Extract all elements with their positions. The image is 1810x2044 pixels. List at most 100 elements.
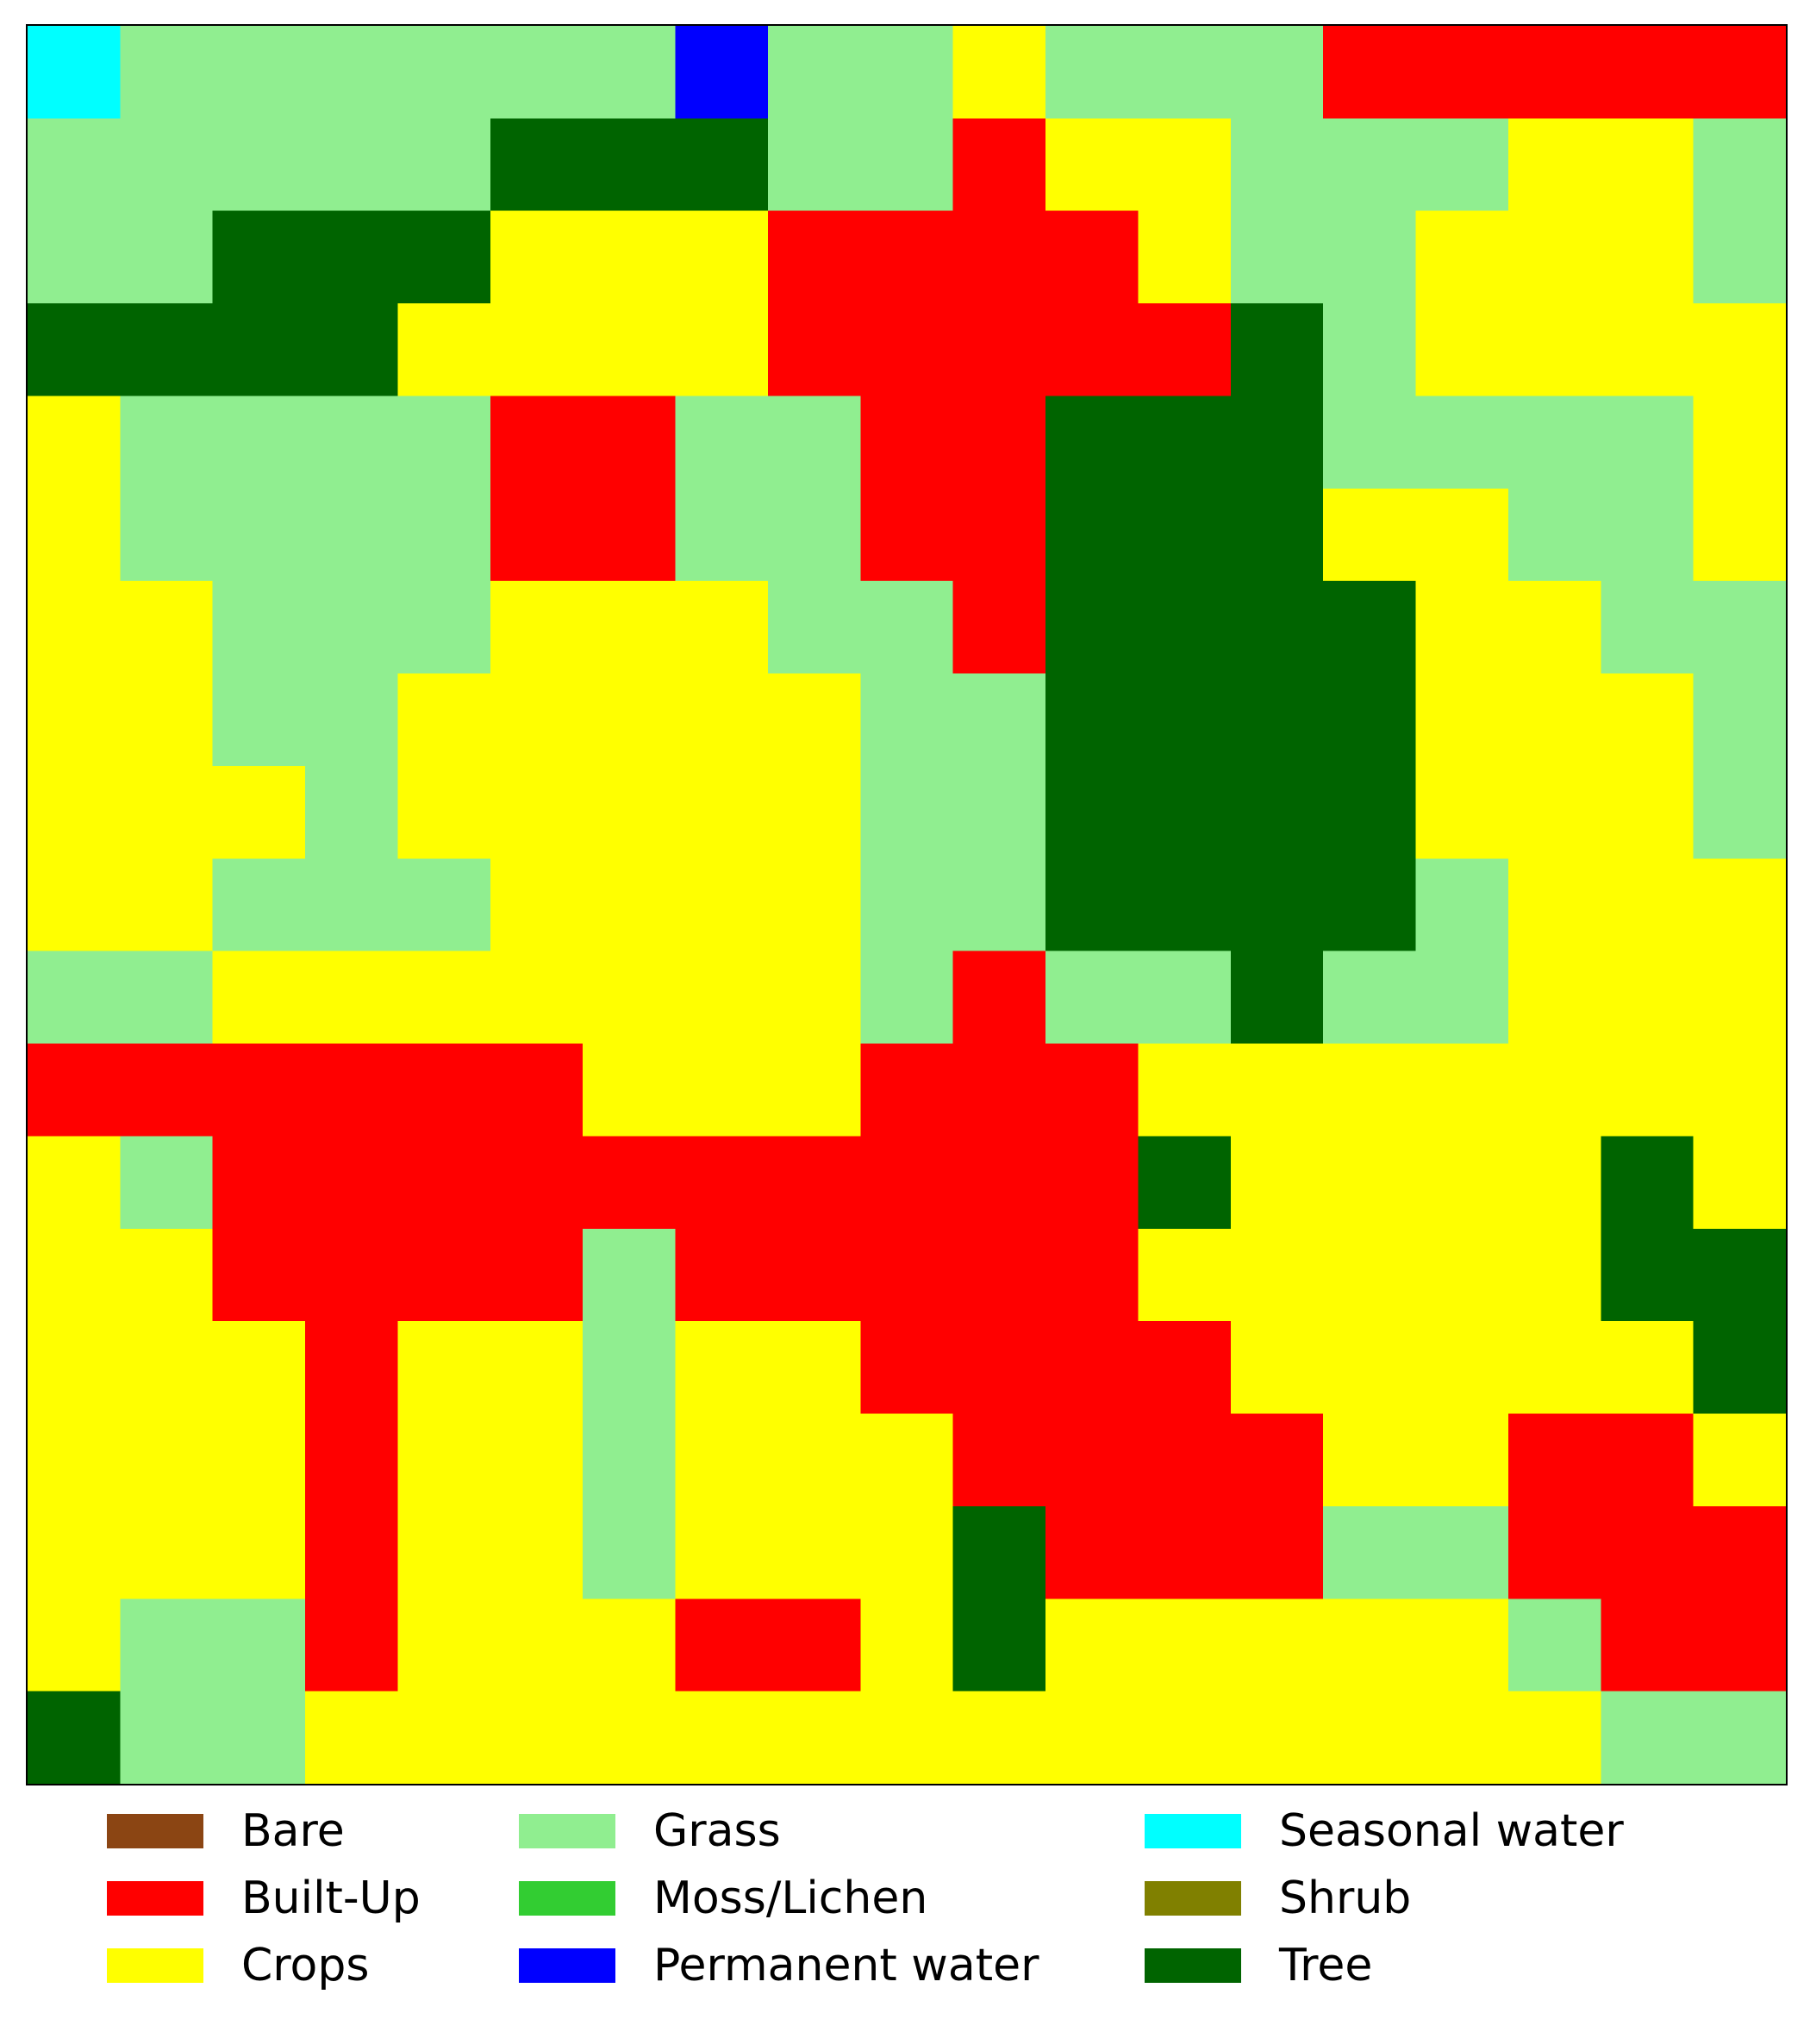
- map-cell-built-up: [1693, 26, 1786, 119]
- map-cell-tree: [1230, 581, 1324, 675]
- map-cell-grass: [120, 26, 214, 119]
- map-cell-crops: [1230, 1321, 1324, 1415]
- map-cell-grass: [1507, 1598, 1601, 1692]
- map-cell-grass: [212, 673, 306, 767]
- map-cell-built-up: [1601, 1413, 1695, 1507]
- map-cell-grass: [1045, 950, 1139, 1044]
- map-cell-crops: [120, 1505, 214, 1599]
- legend-item-shrub: Shrub: [1145, 1876, 1411, 1921]
- map-cell-crops: [28, 488, 121, 582]
- map-cell-grass: [305, 765, 399, 859]
- map-cell-grass: [28, 118, 121, 212]
- legend-swatch-bare: [107, 1814, 203, 1848]
- map-cell-grass: [767, 396, 861, 489]
- map-cell-built-up: [767, 210, 861, 304]
- legend-label-crops: Crops: [241, 1940, 370, 1991]
- legend-item-built-up: Built-Up: [107, 1876, 421, 1921]
- map-cell-crops: [860, 1691, 954, 1784]
- map-cell-built-up: [490, 1228, 584, 1322]
- map-cell-grass: [860, 26, 954, 119]
- legend-swatch-crops: [107, 1948, 203, 1983]
- map-cell-built-up: [1693, 1505, 1786, 1599]
- legend-item-bare: Bare: [107, 1809, 345, 1854]
- map-cell-built-up: [1138, 303, 1232, 397]
- map-cell-built-up: [860, 303, 954, 397]
- map-cell-tree: [952, 1505, 1046, 1599]
- legend-label-permanent-water: Permanent water: [653, 1940, 1039, 1991]
- map-cell-crops: [1230, 1136, 1324, 1230]
- map-cell-built-up: [1138, 1505, 1232, 1599]
- map-cell-grass: [583, 1505, 677, 1599]
- map-cell-built-up: [952, 1321, 1046, 1415]
- map-cell-crops: [1693, 488, 1786, 582]
- map-cell-grass: [1693, 118, 1786, 212]
- map-cell-built-up: [1693, 1598, 1786, 1692]
- map-cell-crops: [952, 1691, 1046, 1784]
- map-cell-built-up: [305, 1505, 399, 1599]
- map-cell-tree: [1045, 858, 1139, 952]
- map-cell-built-up: [305, 1598, 399, 1692]
- map-cell-crops: [583, 858, 677, 952]
- map-cell-grass: [397, 858, 491, 952]
- map-cell-grass: [767, 26, 861, 119]
- map-cell-grass: [1507, 396, 1601, 489]
- map-cell-crops: [28, 858, 121, 952]
- map-cell-crops: [1138, 1598, 1232, 1692]
- map-cell-crops: [28, 673, 121, 767]
- map-cell-grass: [397, 118, 491, 212]
- map-cell-crops: [490, 210, 584, 304]
- map-cell-built-up: [860, 210, 954, 304]
- map-cell-grass: [860, 858, 954, 952]
- legend-swatch-built-up: [107, 1881, 203, 1916]
- map-cell-crops: [120, 765, 214, 859]
- map-cell-tree: [397, 210, 491, 304]
- map-cell-grass: [1601, 581, 1695, 675]
- map-cell-built-up: [1507, 26, 1601, 119]
- map-cell-tree: [1230, 488, 1324, 582]
- map-cell-built-up: [1045, 1044, 1139, 1137]
- map-cell-grass: [490, 26, 584, 119]
- map-cell-built-up: [860, 1136, 954, 1230]
- map-cell-crops: [28, 1505, 121, 1599]
- map-cell-tree: [1601, 1136, 1695, 1230]
- map-cell-built-up: [1230, 1413, 1324, 1507]
- map-cell-crops: [490, 765, 584, 859]
- map-cell-grass: [1230, 210, 1324, 304]
- legend-swatch-tree: [1145, 1948, 1241, 1983]
- map-cell-built-up: [305, 1136, 399, 1230]
- land-cover-grid: [28, 26, 1786, 1784]
- map-cell-grass: [212, 1598, 306, 1692]
- map-cell-crops: [675, 1321, 769, 1415]
- map-cell-grass: [1138, 26, 1232, 119]
- map-cell-crops: [583, 210, 677, 304]
- map-cell-built-up: [1138, 1413, 1232, 1507]
- map-cell-crops: [767, 858, 861, 952]
- map-cell-crops: [1693, 858, 1786, 952]
- map-cell-grass: [860, 765, 954, 859]
- map-cell-tree: [1138, 396, 1232, 489]
- map-cell-grass: [1138, 950, 1232, 1044]
- map-cell-grass: [1323, 1505, 1417, 1599]
- map-cell-built-up: [1045, 1136, 1139, 1230]
- map-cell-tree: [952, 1598, 1046, 1692]
- map-cell-built-up: [28, 1044, 121, 1137]
- map-cell-grass: [583, 1413, 677, 1507]
- map-cell-crops: [120, 1413, 214, 1507]
- map-cell-grass: [1323, 950, 1417, 1044]
- map-cell-crops: [212, 765, 306, 859]
- map-cell-built-up: [1507, 1505, 1601, 1599]
- map-cell-grass: [1415, 118, 1509, 212]
- legend-item-permanent-water: Permanent water: [519, 1940, 1039, 1991]
- map-cell-grass: [767, 581, 861, 675]
- map-cell-crops: [1507, 765, 1601, 859]
- map-cell-built-up: [583, 1136, 677, 1230]
- map-cell-built-up: [212, 1044, 306, 1137]
- map-cell-crops: [1323, 1228, 1417, 1322]
- map-cell-crops: [1507, 118, 1601, 212]
- map-cell-crops: [1415, 1413, 1509, 1507]
- map-cell-grass: [1693, 581, 1786, 675]
- map-cell-grass: [1693, 673, 1786, 767]
- map-cell-built-up: [767, 1598, 861, 1692]
- map-cell-crops: [490, 1321, 584, 1415]
- map-cell-crops: [1415, 1598, 1509, 1692]
